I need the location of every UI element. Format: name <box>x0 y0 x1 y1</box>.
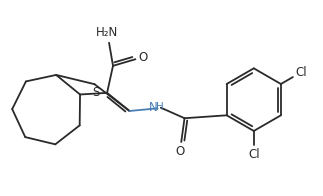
Text: H₂N: H₂N <box>96 26 119 39</box>
Text: S: S <box>92 86 99 99</box>
Text: O: O <box>138 51 147 64</box>
Text: O: O <box>175 145 184 158</box>
Text: H: H <box>156 102 164 112</box>
Text: Cl: Cl <box>296 66 307 79</box>
Text: N: N <box>149 101 158 113</box>
Text: Cl: Cl <box>248 148 260 161</box>
